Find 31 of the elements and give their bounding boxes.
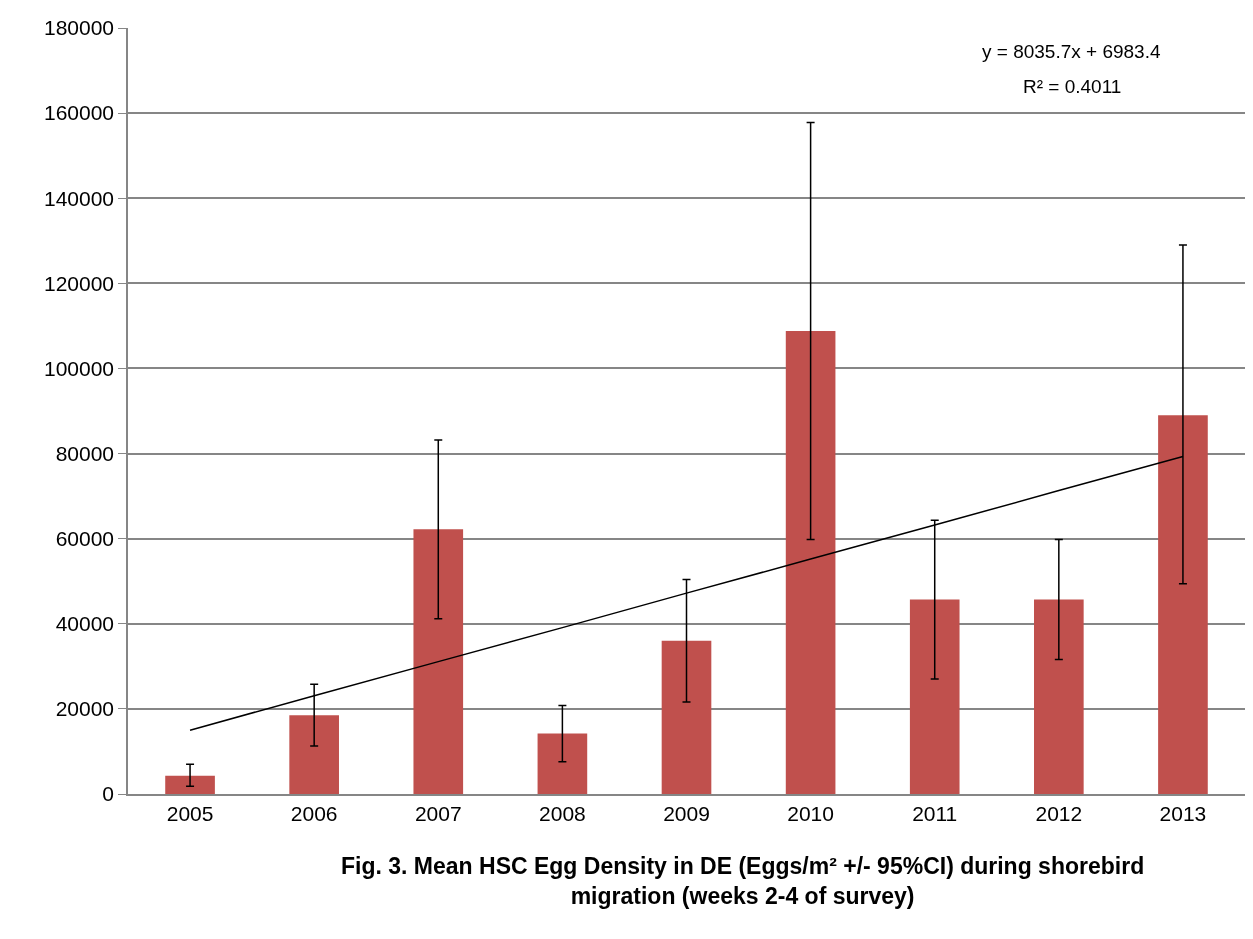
y-tick-label: 20000 [55,697,115,721]
y-tick-label: 160000 [43,101,115,125]
y-tick-label: 60000 [55,527,115,551]
x-tick-label: 2010 [787,801,834,825]
y-tick-label: 80000 [55,441,115,465]
bar [909,599,960,794]
x-tick-label: 2011 [912,801,958,825]
y-tick-label: 120000 [43,271,115,295]
x-tick-label: 2012 [1035,801,1083,825]
x-tick-label: 2013 [1159,801,1207,825]
x-tick-label: 2006 [290,801,338,825]
y-tick-label: 40000 [55,612,115,636]
bar [1034,599,1084,794]
y-tick-label: 0 [102,782,115,806]
annotation: y = 8035.7x + 6983.4 [982,41,1161,62]
bar [661,640,712,794]
bar [165,775,215,794]
x-tick-label: 2005 [166,801,214,825]
text: Fig. 3. Mean HSC Egg Density in DE (Eggs/m² +/- 95%CI) during shorebird migration (weeks 2-4 of survey) [341,853,1145,909]
y-tick-label: 100000 [43,356,115,380]
x-tick-label: 2009 [663,801,710,825]
bar [289,715,339,794]
annotation: R² = 0.4011 [1023,76,1122,97]
y-tick-label: 180000 [43,16,115,40]
x-tick-label: 2007 [414,801,462,825]
bar [1158,415,1208,794]
y-tick-label: 140000 [43,186,115,210]
bar [785,331,836,794]
bar [413,529,464,794]
bar [537,733,588,794]
x-tick-label: 2008 [539,801,586,825]
